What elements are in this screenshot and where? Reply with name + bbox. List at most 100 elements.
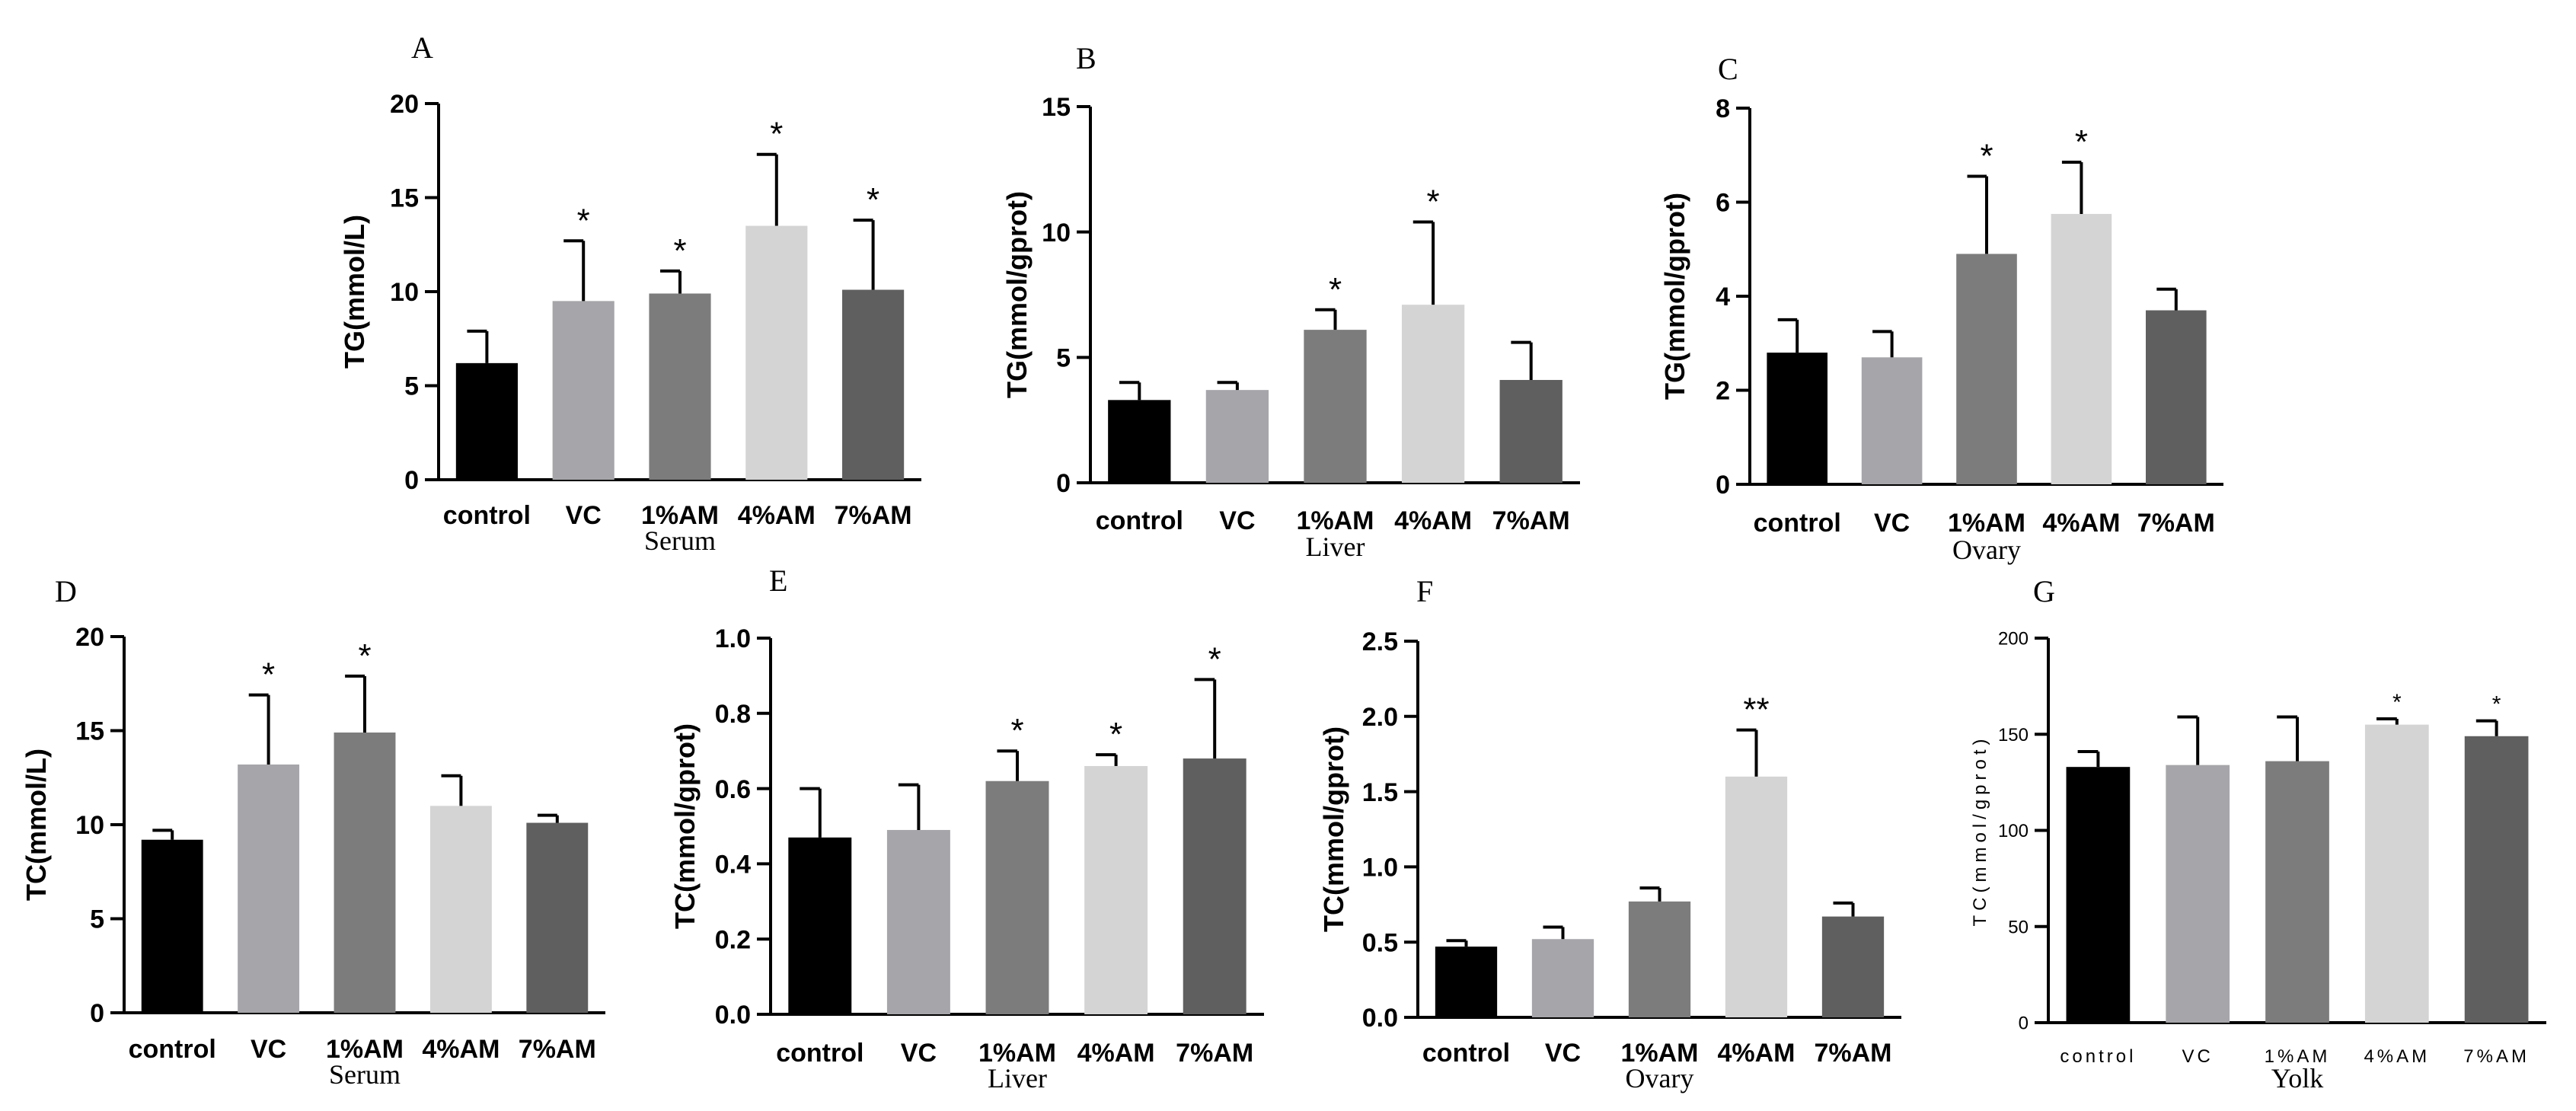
bar-1pctam [2265,761,2329,1023]
category-label: 1%AM [326,1035,404,1064]
x-axis-title: Ovary [1952,535,2021,565]
significance-marker: * [1010,712,1023,749]
y-axis-title: TC(mmol/L) [21,749,52,901]
bar-7pctam [1821,916,1885,1017]
y-tick-label: 6 [1716,189,1730,218]
y-tick-label: 5 [1056,344,1071,373]
significance-marker: * [1329,271,1342,308]
chart-panel-f: F 0.0 0.5 1.0 1.5 2.0 2.5 TC(mmol/gprot) control… [1318,574,1901,1093]
category-label: VC [566,501,602,530]
panel-letter: C [1718,52,1738,86]
bar-7pctam [1183,758,1247,1014]
significance-marker: * [770,116,783,153]
bar-4pctam [1725,776,1788,1017]
bar-vc [1205,390,1269,483]
bar-1pctam [649,293,711,480]
y-tick-label: 0.5 [1362,928,1398,957]
category-label: 4%AM [422,1035,500,1064]
y-tick-label: 20 [390,90,419,119]
significance-marker: ** [1743,691,1769,729]
significance-marker: * [1427,183,1440,220]
panel-letter: A [411,30,433,65]
y-tick-label: 0.0 [715,1001,751,1030]
bar-4pctam [1401,305,1465,483]
category-label: control [1422,1039,1510,1068]
bar-1pctam [1956,254,2017,484]
chart-panel-c: C 0 2 4 6 8 TG(mmol/gprot) control VC * 1%AM * 4%AM 7… [1659,52,2223,565]
panel-letter: D [55,574,77,608]
significance-marker: * [1208,640,1221,678]
bar-control [2066,767,2131,1023]
category-label: VC [251,1035,286,1064]
bar-vc [1861,357,1923,484]
bar-control [141,839,203,1013]
category-label: 1%AM [1296,506,1374,535]
bar-7pctam [2464,736,2529,1023]
significance-marker: * [2492,692,2501,717]
chart-panel-e: E 0.0 0.2 0.4 0.6 0.8 1.0 TC(mmol/gprot) control… [669,563,1264,1093]
x-axis-title: Yolk [2271,1063,2323,1093]
category-label: 1%AM [1620,1039,1698,1068]
bar-4pctam [429,806,492,1013]
x-axis-title: Serum [644,525,716,556]
category-label: 4%AM [2364,1046,2430,1067]
category-label: control [443,501,531,530]
bar-7pctam [2145,310,2207,484]
y-tick-label: 0 [404,466,419,495]
category-label: 7%AM [2137,509,2215,538]
y-tick-label: 10 [1042,219,1071,247]
category-label: 7%AM [2463,1046,2530,1067]
y-tick-label: 0 [90,999,104,1028]
significance-marker: * [1980,138,1993,175]
y-tick-label: 0.2 [715,925,751,954]
panel-letter: G [2033,574,2055,608]
y-tick-label: 50 [2008,917,2029,937]
y-tick-label: 200 [1998,629,2029,650]
y-tick-label: 1.0 [1362,854,1398,883]
y-tick-label: 100 [1998,821,2029,841]
y-axis-title: TG(mmol/gprot) [1659,193,1690,400]
significance-marker: * [358,637,371,675]
y-axis-title: TC(mmol/gprot) [1970,734,1990,926]
bar-1pctam [985,781,1049,1014]
y-tick-label: 20 [75,623,104,652]
y-tick-label: 0.4 [715,851,751,880]
y-tick-label: 1.0 [715,624,751,653]
significance-marker: * [577,202,590,239]
y-tick-label: 5 [90,905,104,934]
category-label: 7%AM [519,1035,596,1064]
significance-marker: * [262,656,275,694]
bar-vc [1531,939,1594,1017]
chart-panel-a: A 0 5 10 15 20 TG(mmol/L) control * VC * 1%AM * 4%AM *… [339,30,921,556]
category-label: VC [1545,1039,1581,1068]
y-tick-label: 0.0 [1362,1004,1398,1033]
y-tick-label: 8 [1716,94,1730,123]
significance-marker: * [2075,123,2088,161]
significance-marker: * [1109,716,1122,753]
bar-vc [886,829,950,1014]
y-tick-label: 0 [1056,469,1071,498]
category-label: control [776,1039,863,1068]
bar-1pctam [334,732,396,1013]
category-label: control [2060,1046,2136,1067]
category-label: 1%AM [641,501,719,530]
category-label: 1%AM [978,1039,1056,1068]
y-axis-title: TG(mmol/gprot) [1001,191,1033,398]
bar-7pctam [1499,379,1563,483]
y-axis-title: TC(mmol/gprot) [1318,726,1349,932]
significance-marker: * [673,232,686,270]
y-tick-label: 10 [75,811,104,840]
category-label: 4%AM [1394,506,1472,535]
x-axis-title: Liver [988,1063,1047,1093]
x-axis-title: Serum [329,1059,401,1090]
category-label: VC [901,1039,937,1068]
y-tick-label: 15 [390,184,419,213]
category-label: 4%AM [1717,1039,1795,1068]
category-label: 4%AM [1077,1039,1155,1068]
y-tick-label: 1.5 [1362,778,1398,807]
y-tick-label: 2.5 [1362,627,1398,656]
category-label: 1%AM [2265,1046,2331,1067]
category-label: 7%AM [835,501,912,530]
y-tick-label: 0.6 [715,775,751,804]
panel-letter: F [1416,574,1433,608]
